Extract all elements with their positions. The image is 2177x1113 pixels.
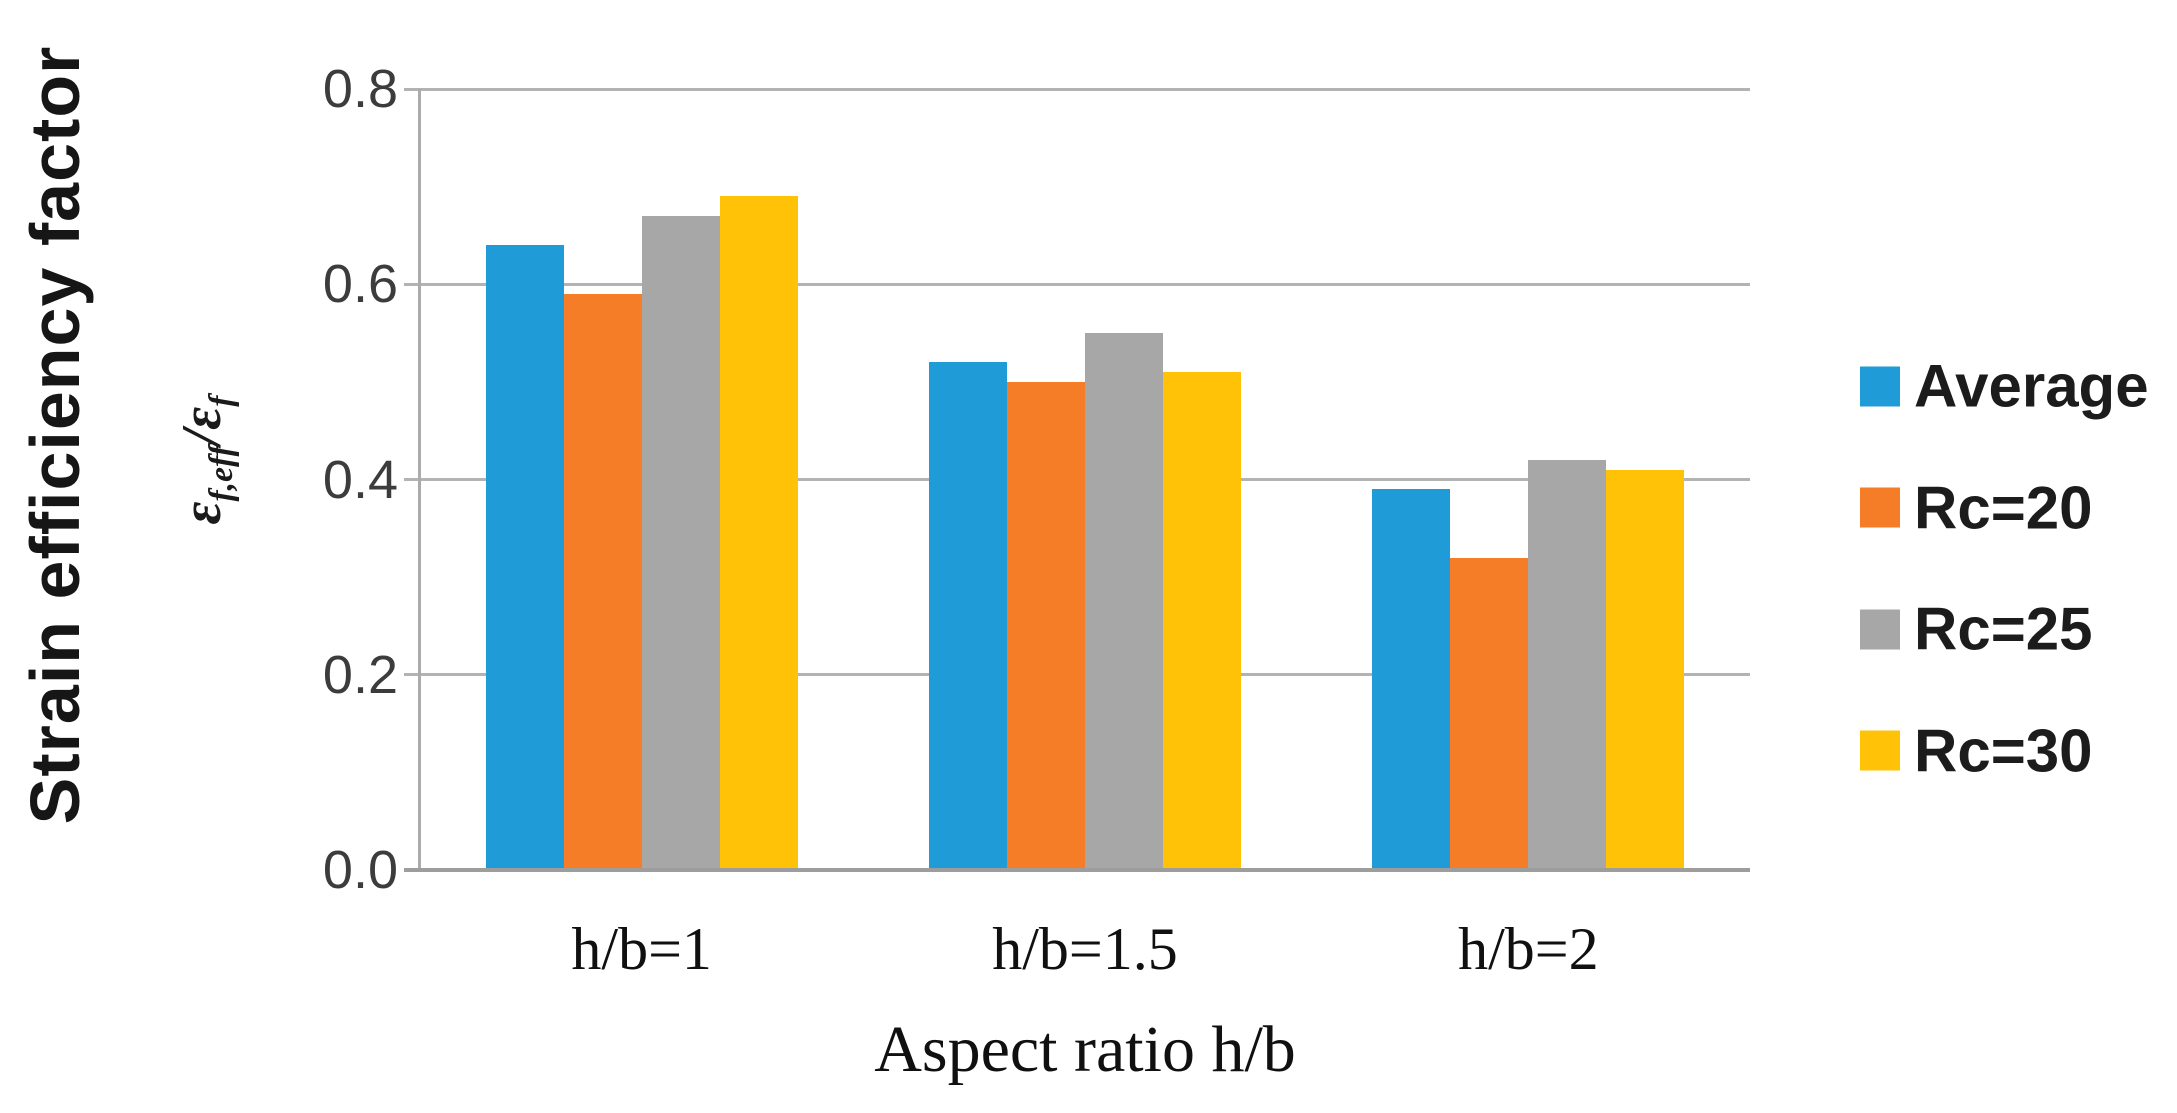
- x-tick-label-h/b=1.5: h/b=1.5: [992, 916, 1178, 982]
- y-axis-line: [418, 89, 421, 870]
- bar-Average-h/b=2: [1372, 489, 1451, 870]
- plot-area: [404, 87, 1750, 872]
- bar-Rc=25-h/b=2: [1528, 459, 1607, 870]
- legend-swatch-Average: [1860, 366, 1900, 406]
- bar-Rc=30-h/b=1.5: [1163, 372, 1241, 870]
- bar-Rc=30-h/b=1: [719, 196, 798, 870]
- gridline-0.6: [404, 282, 1750, 286]
- legend-label-Average: Average: [1914, 352, 2149, 420]
- y-tick-label-0.2: 0.2: [322, 644, 398, 705]
- bar-Rc=25-h/b=1.5: [1085, 333, 1163, 870]
- bar-Rc=20-h/b=1.5: [1007, 381, 1085, 870]
- bar-Average-h/b=1.5: [929, 362, 1007, 870]
- legend-swatch-Rc=20: [1860, 487, 1900, 528]
- legend-label-Rc=25: Rc=25: [1914, 595, 2093, 663]
- x-axis-line: [404, 868, 1750, 872]
- epsilon-subscript: f: [203, 395, 241, 407]
- y-tick-label-0.6: 0.6: [322, 254, 398, 315]
- x-tick-label-h/b=1: h/b=1: [571, 916, 712, 982]
- y-axis-title: Strain efficiency factor: [16, 45, 94, 825]
- legend-swatch-Rc=30: [1860, 730, 1900, 771]
- bar-Average-h/b=1: [485, 245, 564, 870]
- x-axis-title: Aspect ratio h/b: [874, 1013, 1296, 1086]
- fraction-slash: /: [171, 429, 233, 446]
- y-tick-label-0.4: 0.4: [322, 449, 398, 510]
- legend-item-Average: Average: [1860, 352, 2149, 421]
- bar-Rc=30-h/b=2: [1606, 469, 1685, 870]
- legend-item-Rc=25: Rc=25: [1860, 595, 2092, 664]
- x-tick-label-h/b=2: h/b=2: [1458, 916, 1599, 982]
- bar-Rc=20-h/b=1: [563, 294, 642, 870]
- legend-label-Rc=30: Rc=30: [1914, 717, 2093, 784]
- legend-item-Rc=20: Rc=20: [1860, 473, 2092, 542]
- epsilon-symbol: ε: [171, 406, 233, 430]
- y-tick-label-0.0: 0.0: [322, 840, 398, 900]
- bar-Rc=20-h/b=2: [1450, 557, 1529, 870]
- legend-label-Rc=20: Rc=20: [1914, 474, 2093, 541]
- legend: Average Rc=20 Rc=25 Rc=30: [1860, 0, 2177, 1113]
- y-tick-label-0.8: 0.8: [322, 59, 398, 119]
- bar-Rc=25-h/b=1: [641, 215, 720, 870]
- legend-swatch-Rc=25: [1860, 609, 1900, 649]
- gridline-0.8: [404, 87, 1750, 91]
- legend-item-Rc=30: Rc=30: [1860, 716, 2092, 785]
